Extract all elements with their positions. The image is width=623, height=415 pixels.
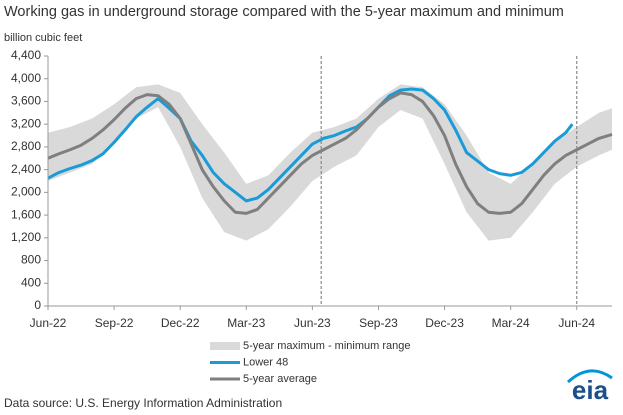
x-tick-label: Jun-22 [30,316,67,330]
chart-title: Working gas in underground storage compa… [4,4,564,20]
x-tick-label: Jun-23 [294,316,331,330]
y-tick-label: 1,200 [11,230,41,244]
logo-arc [566,369,613,384]
x-tick-label: Sep-23 [359,316,398,330]
source-note: Data source: U.S. Energy Information Adm… [4,396,282,410]
data-line [47,91,613,215]
y-tick-label: 3,200 [11,116,41,130]
legend-label: Lower 48 [243,356,288,368]
y-tick-label: 4,400 [11,48,41,62]
y-tick-label: 400 [21,275,41,289]
y-tick-label: 3,600 [11,94,41,108]
y-tick-label: 2,000 [11,185,41,199]
legend-label: 5-year maximum - minimum range [243,340,410,352]
x-tick-label: Mar-24 [492,316,530,330]
y-tick-label: 1,600 [11,207,41,221]
x-tick-label: Mar-23 [227,316,265,330]
y-tick-label: 2,400 [11,162,41,176]
x-tick-label: Jun-24 [558,316,595,330]
data-line [47,87,574,203]
x-tick-label: Sep-22 [95,316,134,330]
logo: eia [572,375,609,405]
y-tick-label: 0 [34,298,41,312]
y-axis-label: billion cubic feet [4,32,82,44]
legend-label: 5-year average [243,373,317,385]
y-tick-label: 4,000 [11,71,41,85]
y-tick-label: 2,800 [11,139,41,153]
x-tick-label: Dec-22 [161,316,200,330]
x-tick-label: Dec-23 [425,316,464,330]
range-band [48,84,612,241]
legend-swatch [210,342,240,350]
y-tick-label: 800 [21,253,41,267]
